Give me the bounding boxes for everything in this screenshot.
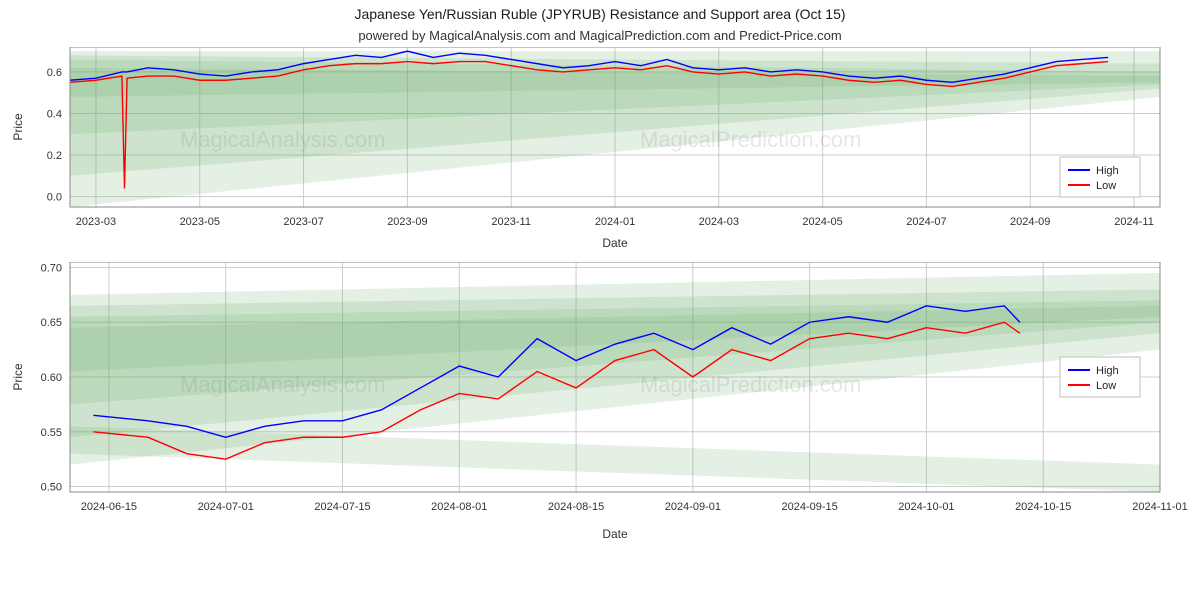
top-chart-container: 0.0 0.2 0.4 0.6 2023-03 2023-05 2023-07 2023-09… (0, 47, 1200, 262)
svg-text:2023-11: 2023-11 (491, 216, 531, 228)
svg-text:0.55: 0.55 (41, 427, 62, 439)
svg-text:2024-06-15: 2024-06-15 (81, 501, 137, 513)
svg-text:2024-10-15: 2024-10-15 (1015, 501, 1071, 513)
svg-text:2023-09: 2023-09 (387, 216, 427, 228)
svg-text:2023-03: 2023-03 (76, 216, 116, 228)
svg-text:2024-10-01: 2024-10-01 (898, 501, 954, 513)
svg-text:Date: Date (602, 527, 628, 541)
top-chart: 0.0 0.2 0.4 0.6 2023-03 2023-05 2023-07 2023-09… (0, 47, 1200, 262)
chart-title: Japanese Yen/Russian Ruble (JPYRUB) Resi… (0, 0, 1200, 22)
svg-text:2024-05: 2024-05 (802, 216, 842, 228)
svg-text:2024-11-01: 2024-11-01 (1132, 501, 1187, 513)
svg-text:2024-09-15: 2024-09-15 (782, 501, 838, 513)
svg-text:0.4: 0.4 (47, 108, 62, 120)
svg-text:Low: Low (1096, 180, 1116, 192)
svg-text:2024-07-15: 2024-07-15 (314, 501, 370, 513)
svg-text:2024-09-01: 2024-09-01 (665, 501, 721, 513)
svg-text:2024-08-01: 2024-08-01 (431, 501, 487, 513)
svg-text:2024-07: 2024-07 (906, 216, 946, 228)
svg-text:0.65: 0.65 (41, 317, 62, 329)
svg-text:2023-07: 2023-07 (283, 216, 323, 228)
svg-text:Price: Price (11, 363, 25, 391)
svg-text:2024-01: 2024-01 (595, 216, 635, 228)
chart-subtitle: powered by MagicalAnalysis.com and Magic… (0, 22, 1200, 47)
svg-text:2023-05: 2023-05 (180, 216, 220, 228)
bottom-chart-container: 0.50 0.55 0.60 0.65 0.70 2024-06-15 2024-07-01… (0, 262, 1200, 552)
svg-text:0.6: 0.6 (47, 67, 62, 79)
svg-text:Date: Date (602, 236, 628, 250)
svg-text:2024-03: 2024-03 (699, 216, 739, 228)
svg-text:0.50: 0.50 (41, 482, 62, 494)
svg-text:0.70: 0.70 (41, 262, 62, 274)
svg-text:0.60: 0.60 (41, 372, 62, 384)
svg-text:2024-08-15: 2024-08-15 (548, 501, 604, 513)
svg-text:High: High (1096, 165, 1119, 177)
svg-text:High: High (1096, 365, 1119, 377)
svg-text:2024-09: 2024-09 (1010, 216, 1050, 228)
bottom-chart: 0.50 0.55 0.60 0.65 0.70 2024-06-15 2024-07-01… (0, 262, 1200, 552)
svg-text:2024-11: 2024-11 (1114, 216, 1154, 228)
svg-text:Price: Price (11, 113, 25, 141)
svg-text:Low: Low (1096, 380, 1116, 392)
svg-text:0.2: 0.2 (47, 150, 62, 162)
svg-text:0.0: 0.0 (47, 192, 62, 204)
svg-text:2024-07-01: 2024-07-01 (198, 501, 254, 513)
